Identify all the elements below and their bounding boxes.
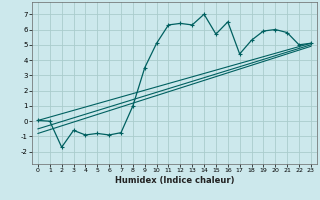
- X-axis label: Humidex (Indice chaleur): Humidex (Indice chaleur): [115, 176, 234, 185]
